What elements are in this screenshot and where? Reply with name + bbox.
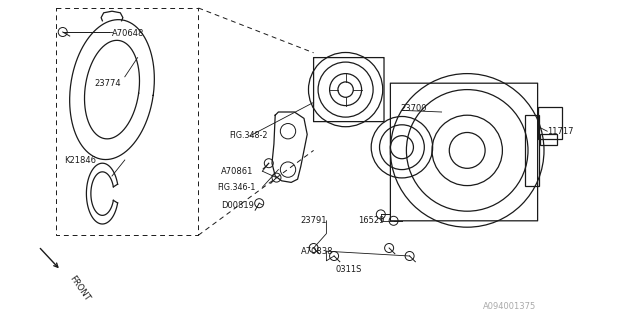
Text: A70648: A70648 [112, 29, 145, 38]
Text: A70861: A70861 [221, 167, 253, 176]
Bar [538, 107, 562, 139]
Text: FRONT: FRONT [67, 274, 91, 302]
Text: 23791: 23791 [301, 216, 327, 225]
Text: FIG.348-2: FIG.348-2 [229, 132, 268, 140]
Text: FIG.346-1: FIG.346-1 [218, 183, 256, 192]
Text: 16529: 16529 [358, 216, 385, 225]
Text: 23774: 23774 [95, 79, 122, 88]
Text: 23700: 23700 [400, 104, 426, 113]
Text: A094001375: A094001375 [483, 302, 536, 311]
Text: A70838: A70838 [301, 247, 333, 256]
Text: 11717: 11717 [547, 127, 573, 136]
Text: 0311S: 0311S [336, 265, 362, 274]
Bar [525, 115, 539, 186]
Text: K21846: K21846 [64, 156, 96, 165]
Text: D00819: D00819 [221, 201, 253, 210]
Bar [540, 134, 557, 145]
